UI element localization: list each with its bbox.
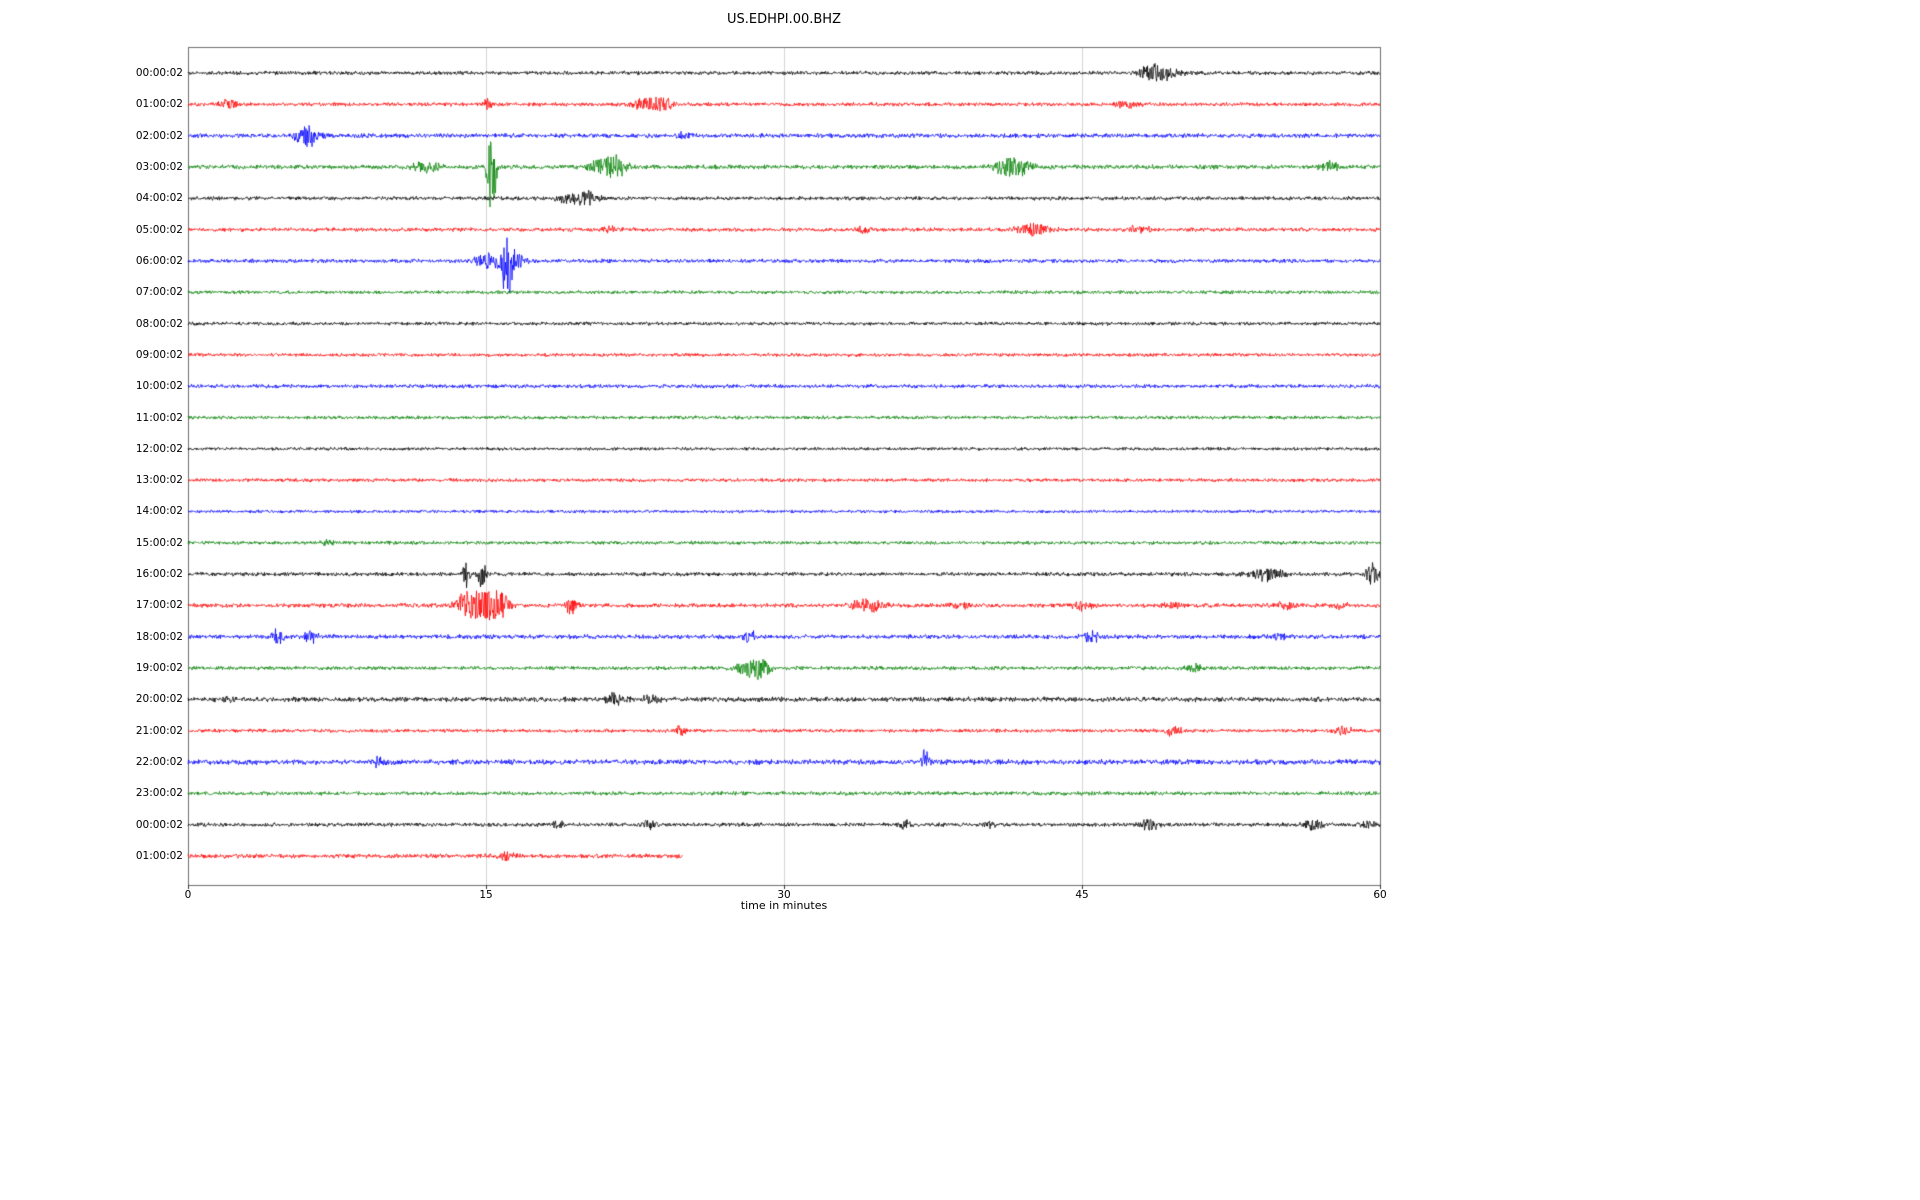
x-axis-label: time in minutes [740,899,828,912]
chart-title: US.EDHPI.00.BHZ [727,12,841,27]
